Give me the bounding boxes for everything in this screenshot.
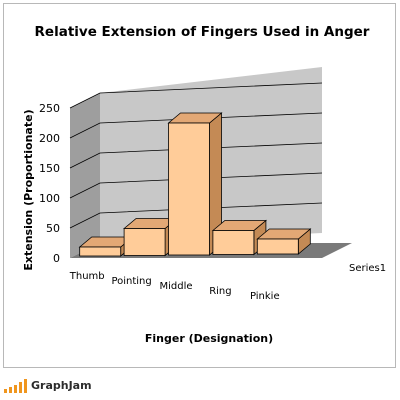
x-tick-label: Thumb (69, 271, 105, 282)
graphjam-logo: GraphJam (4, 377, 92, 393)
gridline (69, 142, 323, 169)
bar-front (168, 122, 210, 256)
x-axis-title: Finger (Designation) (145, 332, 273, 345)
chart-frame: Relative Extension of Fingers Used in An… (3, 3, 396, 368)
chart-gridlines (69, 82, 323, 229)
bar (256, 228, 312, 255)
y-tick-label: 250 (39, 102, 60, 115)
bar-front (256, 238, 299, 255)
bar-front (123, 228, 166, 256)
gridline (69, 172, 323, 199)
y-tick-label: 100 (39, 192, 60, 205)
series-label: Series1 (349, 263, 386, 274)
watermark-text: GraphJam (31, 379, 92, 392)
bar-front (79, 246, 122, 257)
y-tick-label: 150 (39, 162, 60, 175)
gridline (69, 112, 323, 139)
x-tick-labels: Thumb Pointing Middle Ring Pinkie (69, 271, 280, 302)
y-tick-label: 50 (46, 222, 60, 235)
chart-bars (78, 112, 312, 257)
y-tick-label: 0 (53, 252, 60, 265)
y-axis-title: Extension (Proportionate) (22, 109, 35, 270)
side-wall (70, 93, 100, 258)
bar (167, 112, 223, 256)
x-tick-label: Ring (209, 286, 231, 297)
y-tick-labels: 0 50 100 150 200 250 (39, 102, 60, 265)
gridline (69, 202, 323, 229)
x-tick-label: Middle (159, 281, 192, 292)
x-tick-label: Pointing (111, 276, 151, 287)
y-tick-label: 200 (39, 132, 60, 145)
gridline (69, 82, 323, 109)
chart-title: Relative Extension of Fingers Used in An… (35, 24, 370, 40)
bar-front (212, 230, 255, 255)
chart-plot: Relative Extension of Fingers Used in An… (22, 24, 386, 345)
bar-chart-icon (4, 379, 27, 393)
x-tick-label: Pinkie (250, 291, 280, 302)
